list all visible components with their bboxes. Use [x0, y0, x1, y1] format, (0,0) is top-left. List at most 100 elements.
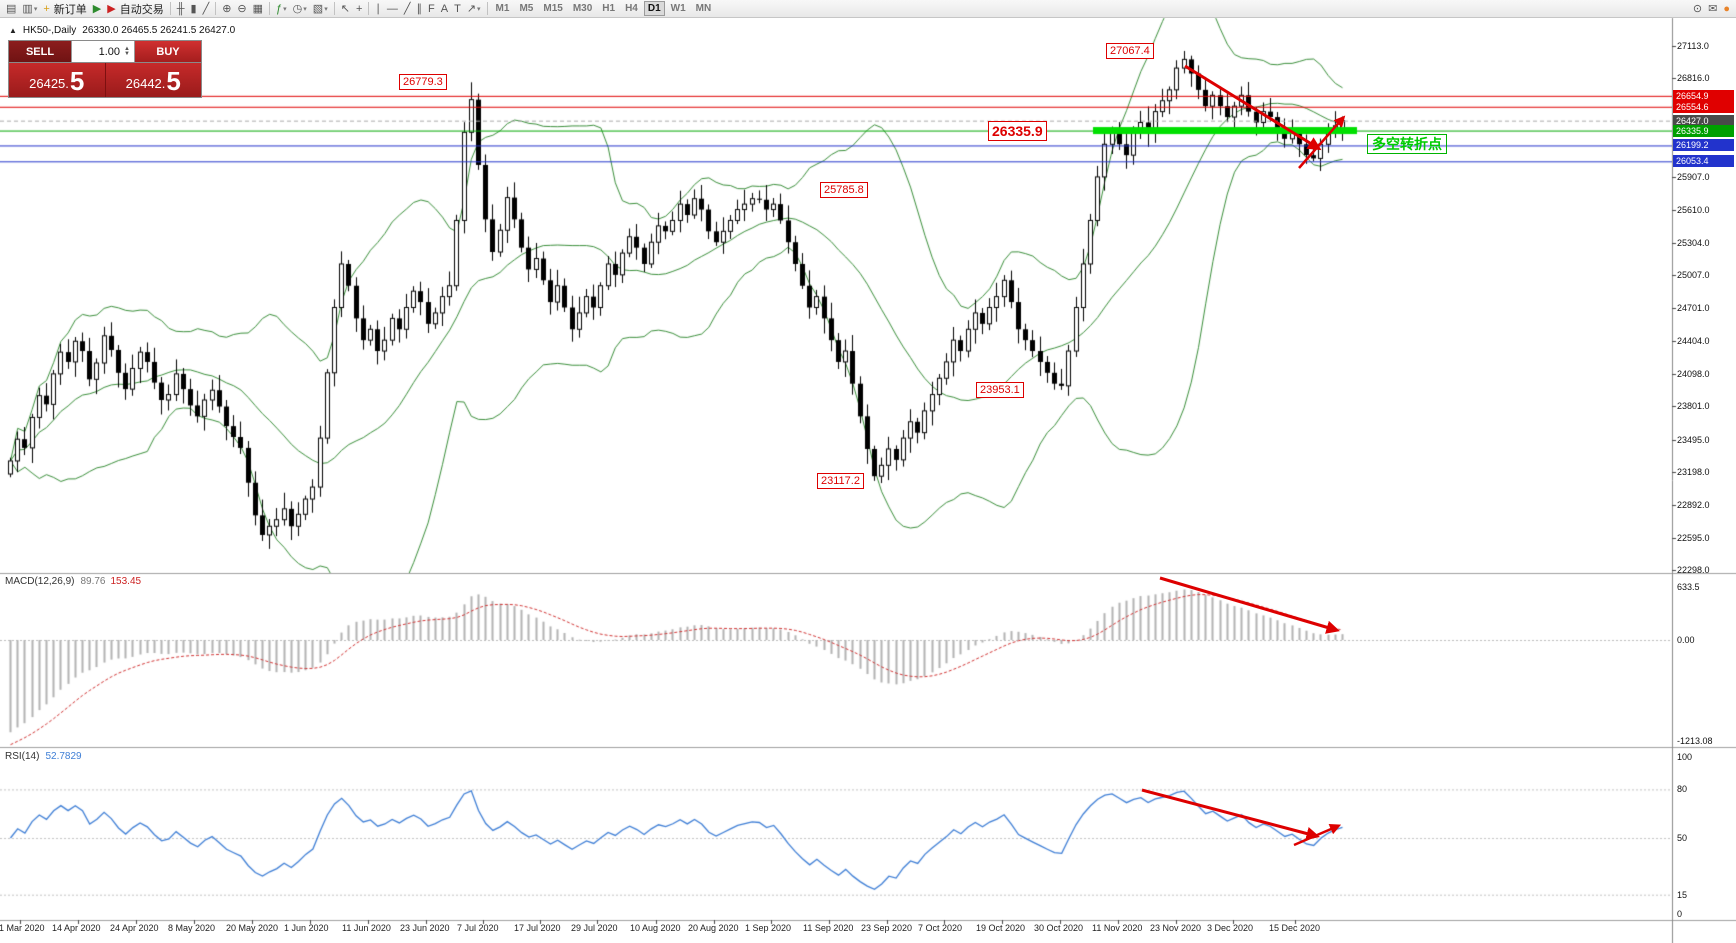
buy-button[interactable]: BUY — [135, 41, 201, 62]
chevron-down-icon: ▾ — [324, 5, 328, 13]
volume-down-icon[interactable]: ▼ — [124, 50, 130, 57]
date-axis-label: 10 Aug 2020 — [630, 923, 681, 933]
text-label-button[interactable]: T — [452, 1, 463, 17]
zoom-in-icon: ⊕ — [222, 3, 232, 15]
price-annotation[interactable]: 27067.4 — [1106, 42, 1154, 59]
price-axis-tick: 24404.0 — [1677, 335, 1710, 346]
date-axis-label: 11 Sep 2020 — [803, 923, 854, 933]
new-order-label: 新订单 — [53, 3, 87, 16]
indicators-button[interactable]: ƒ ▾ — [274, 1, 289, 17]
messages-button[interactable]: ✉ — [1706, 1, 1719, 17]
timeframe-mn-button[interactable]: MN — [695, 3, 712, 14]
price-annotation[interactable]: 23953.1 — [976, 381, 1024, 398]
date-axis-label: 20 Aug 2020 — [688, 923, 739, 933]
price-axis-tag: 26053.4 — [1673, 155, 1734, 168]
date-axis-label: 1 Jun 2020 — [284, 923, 329, 933]
rsi-indicator-label: RSI(14) 52.7829 — [5, 751, 82, 762]
rsi-name: RSI(14) — [5, 751, 40, 762]
price-axis-tag: 26654.9 — [1673, 89, 1734, 102]
timeframe-d1-button[interactable]: D1 — [643, 1, 665, 16]
volume-up-icon[interactable]: ▲ — [124, 45, 130, 52]
zoom-out-button[interactable]: ⊖ — [235, 1, 248, 17]
price-axis-tick: 25907.0 — [1677, 172, 1710, 183]
templates-button[interactable]: ▧ ▾ — [311, 1, 330, 17]
crosshair-button[interactable]: + — [354, 1, 364, 17]
date-axis-label: 15 Dec 2020 — [1269, 923, 1321, 933]
ohlc-bars-button[interactable]: ╫ — [175, 1, 187, 17]
fibonacci-button[interactable]: F — [426, 1, 437, 17]
rsi-axis-tick: 0 — [1677, 909, 1683, 919]
date-axis-label: 19 Oct 2020 — [976, 923, 1026, 933]
price-annotation[interactable]: 23117.2 — [817, 472, 864, 489]
chevron-down-icon: ▾ — [303, 5, 307, 13]
sell-button[interactable]: SELL — [9, 41, 71, 62]
macd-axis-tick: -1213.08 — [1677, 735, 1713, 746]
sell-price[interactable]: 26425. 5 — [9, 63, 106, 97]
toolbar-separator — [368, 2, 370, 15]
volume-field[interactable]: ▲▼ — [71, 41, 135, 62]
toolbar-separator — [333, 2, 335, 15]
one-click-toggle[interactable]: ▲ — [9, 26, 17, 35]
volume-spinner[interactable]: ▲ ▼ — [124, 45, 130, 57]
price-axis-tag: 26554.6 — [1673, 100, 1734, 113]
timeframe-w1-button[interactable]: W1 — [670, 3, 686, 14]
trendline-button[interactable]: ╱ — [402, 1, 413, 17]
channel-button[interactable]: ∥ — [415, 1, 425, 17]
text-button[interactable]: A — [439, 1, 450, 17]
horizontal-line-icon: ― — [386, 2, 398, 15]
price-annotation[interactable]: 26335.9 — [988, 120, 1047, 141]
price-annotation[interactable]: 26779.3 — [399, 74, 447, 91]
new-order-button[interactable]: + — [41, 1, 51, 17]
buy-price-main: 26442. — [125, 76, 166, 91]
horizontal-line-button[interactable]: ― — [385, 1, 400, 17]
vertical-line-button[interactable]: ∣ — [373, 1, 383, 17]
tile-windows-icon: ▦ — [252, 3, 264, 15]
volume-input[interactable] — [74, 44, 122, 59]
macd-indicator-label: MACD(12,26,9) 89.76 153.45 — [5, 576, 141, 587]
expert-advisors-button[interactable]: ▶ — [91, 1, 103, 17]
rsi-axis-tick: 50 — [1677, 833, 1688, 843]
date-axis-label: 7 Jul 2020 — [457, 923, 499, 933]
price-axis-tick: 22595.0 — [1677, 532, 1710, 543]
price-axis-tick: 25610.0 — [1677, 204, 1710, 215]
date-axis-label: 11 Nov 2020 — [1092, 923, 1143, 933]
timeframe-m15-button[interactable]: M15 — [543, 3, 563, 14]
macd-main-value: 89.76 — [80, 576, 106, 587]
candlesticks-button[interactable]: ▮ — [189, 1, 199, 17]
indicators-icon: ƒ — [276, 2, 283, 15]
toolbar-separator — [215, 2, 217, 15]
rsi-axis-tick: 15 — [1677, 889, 1688, 900]
cursor-button[interactable]: ↖ — [339, 1, 352, 17]
chart-symbol-period: HK50-,Daily — [22, 25, 77, 36]
price-axis-tick: 25304.0 — [1677, 237, 1710, 248]
date-axis-label: 8 May 2020 — [168, 923, 216, 933]
tile-windows-button[interactable]: ▦ — [251, 1, 265, 17]
chart-ohlc: 26330.0 26465.5 26241.5 26427.0 — [82, 25, 236, 36]
text-icon: A — [440, 2, 449, 15]
timeframe-m5-button[interactable]: M5 — [519, 3, 534, 14]
date-axis-label: 7 Oct 2020 — [918, 923, 963, 933]
timeframe-m1-button[interactable]: M1 — [495, 3, 510, 14]
zoom-in-button[interactable]: ⊕ — [220, 1, 233, 17]
turning-point-note[interactable]: 多空转折点 — [1367, 134, 1447, 154]
buy-price[interactable]: 26442. 5 — [105, 63, 201, 97]
candlesticks-icon: ▮ — [190, 3, 197, 15]
timeframe-m30-button[interactable]: M30 — [572, 3, 593, 14]
auto-trading-button[interactable]: ▶ — [105, 1, 117, 17]
search-icon: ⊙ — [1692, 3, 1703, 15]
notification-button[interactable]: ● — [1721, 1, 1732, 17]
line-chart-button[interactable]: ╱ — [201, 1, 212, 17]
ohlc-bars-icon: ╫ — [176, 2, 185, 15]
arrows-tool-button[interactable]: ↗ ▾ — [465, 1, 483, 17]
new-chart-button[interactable]: ▤ — [4, 1, 18, 17]
auto-trading-icon: ▶ — [107, 3, 116, 15]
timeframe-h4-button[interactable]: H4 — [625, 3, 638, 14]
rsi-axis-tick: 100 — [1677, 752, 1693, 762]
profiles-button[interactable]: ▥ ▾ — [20, 1, 39, 17]
date-axis-label: 29 Jul 2020 — [571, 923, 618, 933]
timeframe-h1-button[interactable]: H1 — [602, 3, 616, 14]
search-button[interactable]: ⊙ — [1691, 1, 1704, 17]
price-annotation[interactable]: 25785.8 — [820, 182, 868, 199]
periods-button[interactable]: ◷ ▾ — [291, 1, 309, 17]
